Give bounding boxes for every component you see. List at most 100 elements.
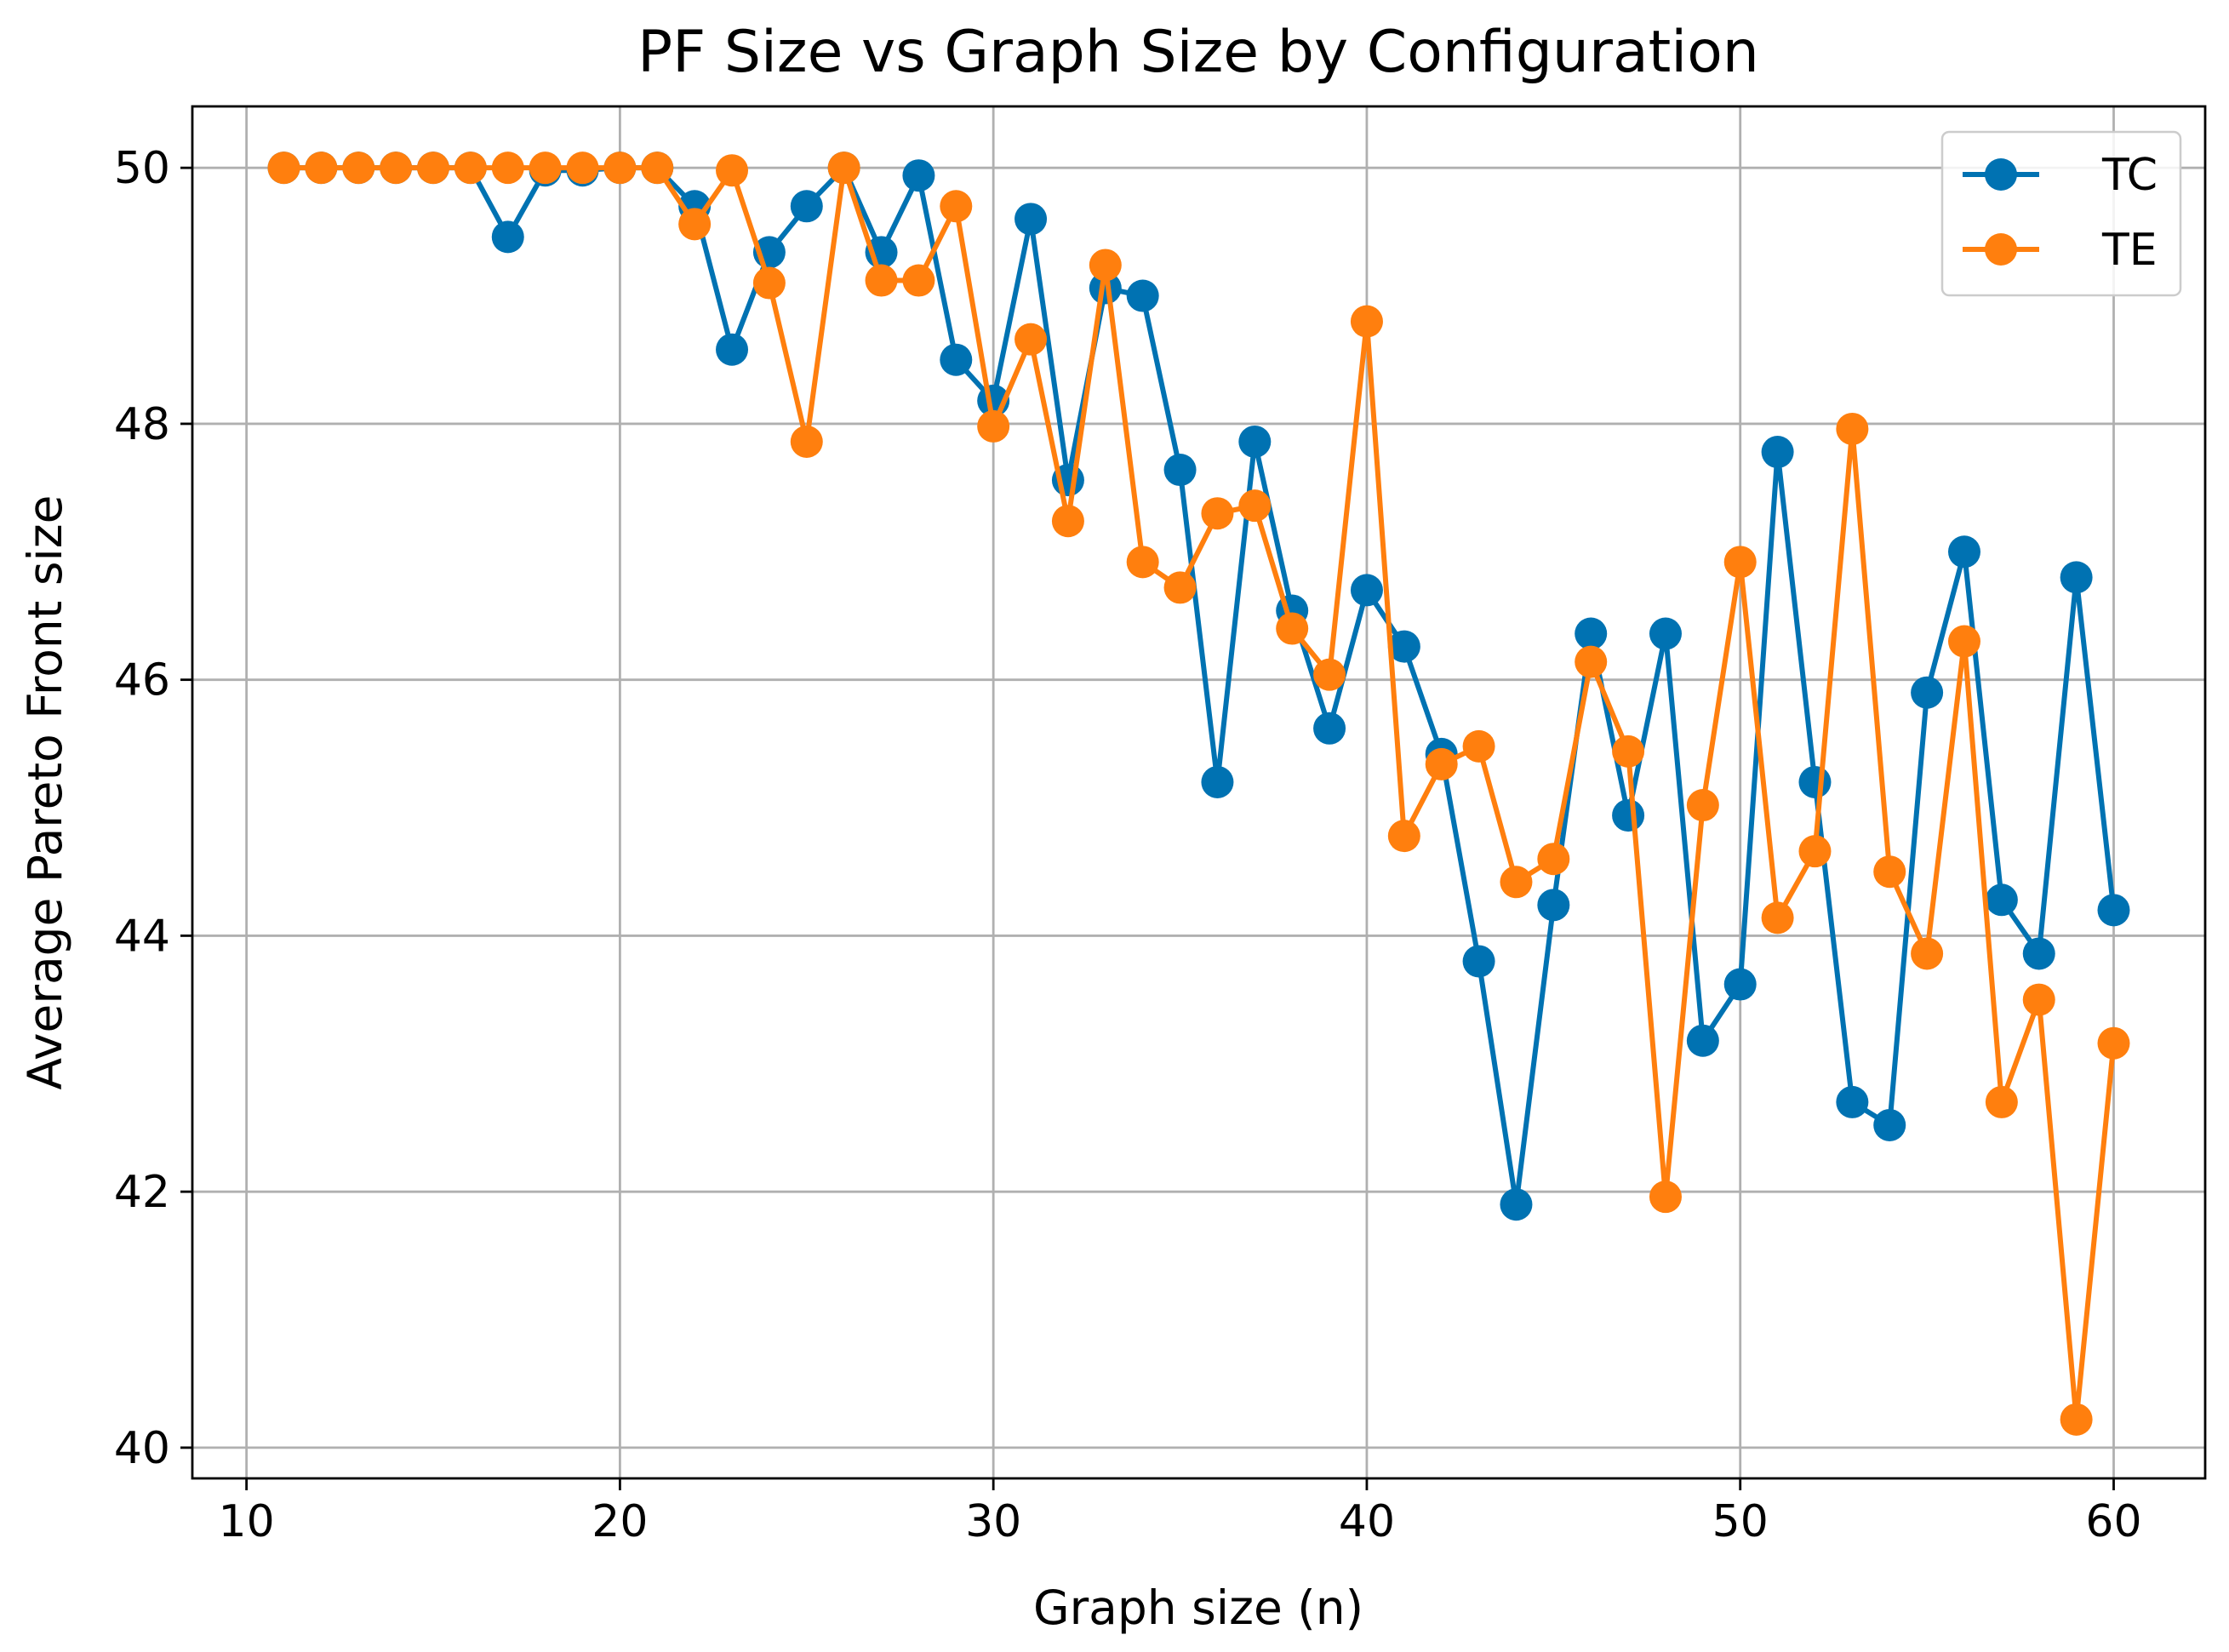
data-point-te: [1201, 497, 1234, 530]
data-point-te: [752, 266, 786, 300]
data-point-te: [2097, 1026, 2130, 1060]
data-point-tc: [491, 220, 524, 254]
data-point-tc: [1462, 945, 1495, 978]
x-tick-label: 40: [1339, 1496, 1395, 1547]
data-point-te: [1575, 645, 1608, 678]
x-tick-label: 60: [2085, 1496, 2141, 1547]
data-point-tc: [1798, 765, 1832, 798]
data-point-te: [977, 409, 1010, 443]
data-point-te: [1014, 323, 1048, 356]
data-point-te: [342, 151, 375, 185]
data-point-tc: [1761, 436, 1794, 469]
data-point-te: [1537, 843, 1570, 876]
y-axis-label: Average Pareto Front size: [18, 495, 72, 1090]
data-point-tc: [1612, 799, 1645, 832]
data-point-te: [2060, 1403, 2093, 1436]
data-point-te: [1126, 546, 1159, 579]
x-tick-label: 50: [1712, 1496, 1769, 1547]
data-point-te: [1873, 855, 1906, 889]
data-point-te: [1612, 735, 1645, 768]
data-point-tc: [940, 343, 973, 376]
x-axis-label: Graph size (n): [1033, 1581, 1363, 1635]
data-point-tc: [1985, 883, 2018, 917]
data-point-te: [902, 264, 935, 297]
data-point-te: [1313, 658, 1346, 691]
data-point-te: [716, 154, 749, 187]
data-point-te: [790, 425, 823, 458]
data-point-te: [1649, 1180, 1682, 1214]
data-point-te: [380, 151, 413, 185]
data-point-tc: [716, 333, 749, 366]
data-point-te: [1761, 901, 1794, 935]
data-point-tc: [1126, 279, 1159, 312]
data-point-te: [1051, 505, 1084, 538]
data-point-te: [641, 151, 674, 185]
data-point-te: [1723, 546, 1757, 579]
data-point-tc: [1723, 968, 1757, 1001]
x-tick-label: 20: [592, 1496, 648, 1547]
data-point-tc: [1014, 203, 1048, 236]
data-point-tc: [1649, 617, 1682, 650]
data-point-tc: [1350, 574, 1383, 607]
data-point-tc: [1089, 272, 1122, 305]
y-tick-label: 48: [114, 399, 170, 450]
data-point-tc: [1575, 617, 1608, 650]
x-tick-label: 30: [965, 1496, 1021, 1547]
data-point-te: [491, 151, 524, 185]
data-point-tc: [1387, 630, 1420, 663]
data-point-te: [865, 264, 898, 297]
data-point-te: [566, 151, 599, 185]
data-point-tc: [1911, 676, 1944, 709]
data-point-te: [1686, 789, 1719, 822]
data-point-tc: [1313, 712, 1346, 745]
data-point-tc: [1163, 454, 1197, 487]
data-point-tc: [1500, 1188, 1533, 1221]
data-point-te: [454, 151, 487, 185]
data-point-tc: [2022, 937, 2055, 970]
data-point-tc: [2097, 894, 2130, 927]
data-point-tc: [1686, 1024, 1719, 1057]
data-point-te: [529, 151, 562, 185]
x-tick-label: 10: [219, 1496, 275, 1547]
data-point-te: [305, 151, 338, 185]
data-point-te: [1947, 625, 1980, 658]
data-point-te: [678, 208, 712, 241]
data-point-te: [267, 151, 300, 185]
chart-title: PF Size vs Graph Size by Configuration: [637, 19, 1759, 86]
data-point-tc: [1873, 1108, 1906, 1141]
axis-ticks: 10 20 30 40 50 60 40 42 44 46 48 50: [114, 143, 2142, 1547]
y-tick-label: 40: [114, 1423, 170, 1474]
plot-frame: [191, 105, 2207, 1480]
data-point-tc: [1238, 425, 1272, 458]
data-point-te: [1911, 937, 1944, 970]
data-point-tc: [790, 190, 823, 223]
legend-marker-tc: [1985, 158, 2017, 191]
y-tick-label: 42: [114, 1167, 170, 1218]
data-point-te: [1500, 866, 1533, 899]
data-point-te: [1238, 489, 1272, 523]
data-point-te: [417, 151, 450, 185]
y-tick-label: 46: [114, 655, 170, 706]
data-point-tc: [1537, 889, 1570, 922]
legend-label-te: TE: [2101, 225, 2158, 276]
y-tick-label: 44: [114, 911, 170, 962]
data-point-te: [1462, 729, 1495, 763]
data-point-tc: [2060, 561, 2093, 594]
data-point-te: [1089, 249, 1122, 282]
data-point-te: [1425, 747, 1458, 780]
data-point-te: [1387, 820, 1420, 853]
data-point-tc: [1836, 1085, 1869, 1118]
data-point-tc: [1947, 535, 1980, 569]
data-point-te: [1276, 612, 1309, 645]
y-tick-label: 50: [114, 143, 170, 194]
legend-label-tc: TC: [2101, 150, 2158, 201]
legend: TC TE: [1940, 130, 2182, 297]
data-point-te: [1798, 835, 1832, 868]
data-point-te: [1350, 305, 1383, 338]
data-point-te: [1985, 1085, 2018, 1118]
data-point-te: [827, 151, 860, 185]
data-point-te: [603, 151, 637, 185]
series-te: [267, 151, 2130, 1436]
